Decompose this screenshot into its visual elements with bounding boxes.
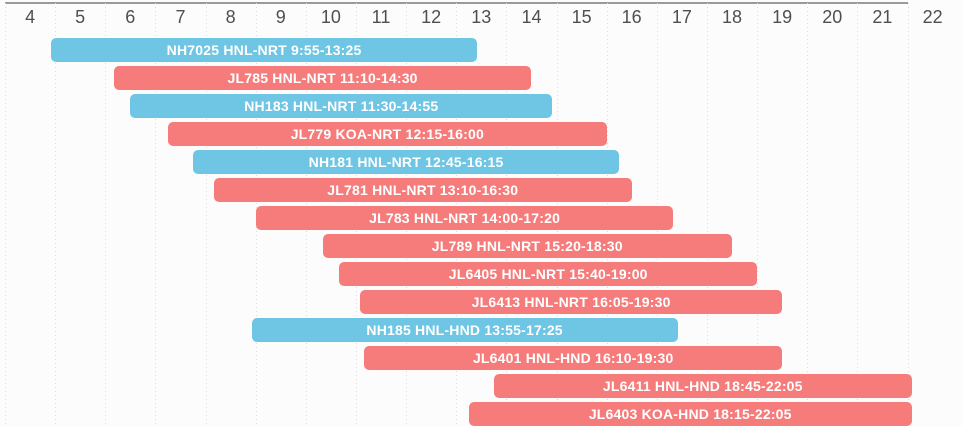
axis-tick-label: 4 bbox=[25, 7, 36, 27]
axis-tick-label: 11 bbox=[371, 7, 391, 27]
axis-tick-label: 15 bbox=[571, 7, 592, 27]
hour-gridline bbox=[857, 3, 859, 426]
axis-tick-label: 19 bbox=[772, 7, 793, 27]
hour-gridline bbox=[5, 3, 6, 426]
hour-gridline bbox=[55, 3, 57, 426]
flight-bar: NH181 HNL-NRT 12:45-16:15 bbox=[193, 150, 620, 174]
flight-bar: JL781 HNL-NRT 13:10-16:30 bbox=[213, 178, 632, 202]
flight-bar: JL6401 HNL-HND 16:10-19:30 bbox=[364, 346, 783, 370]
axis-tick-label: 18 bbox=[721, 7, 743, 27]
axis-tick-label: 10 bbox=[320, 7, 341, 27]
axis-tick-label: 8 bbox=[225, 7, 236, 27]
flight-bar: JL6411 HNL-HND 18:45-22:05 bbox=[493, 374, 912, 398]
axis-tick-label: 14 bbox=[521, 7, 542, 27]
axis-tick-label: 13 bbox=[471, 7, 492, 27]
flight-bar: JL785 HNL-NRT 11:10-14:30 bbox=[113, 66, 532, 90]
axis-tick-label: 5 bbox=[75, 7, 86, 27]
hour-gridline bbox=[155, 3, 157, 426]
hour-gridline bbox=[907, 3, 909, 426]
hour-gridline bbox=[105, 3, 107, 426]
axis-tick-label: 20 bbox=[822, 7, 843, 27]
hour-gridline bbox=[757, 3, 759, 426]
axis-tick-label: 16 bbox=[621, 7, 642, 27]
flight-bar: NH7025 HNL-NRT 9:55-13:25 bbox=[51, 38, 478, 62]
axis-top-border bbox=[5, 2, 908, 4]
flight-bar: JL789 HNL-NRT 15:20-18:30 bbox=[322, 234, 732, 258]
flight-bar: JL783 HNL-NRT 14:00-17:20 bbox=[255, 206, 674, 230]
flight-bar: JL6403 KOA-HND 18:15-22:05 bbox=[468, 402, 912, 426]
axis-tick-label: 6 bbox=[125, 7, 136, 27]
axis-tick-label: 22 bbox=[922, 7, 943, 27]
hour-gridline bbox=[706, 3, 708, 426]
axis-tick-label: 21 bbox=[872, 7, 893, 27]
axis-tick-label: 12 bbox=[421, 7, 442, 27]
flight-bar: NH185 HNL-HND 13:55-17:25 bbox=[251, 318, 678, 342]
flight-bar: JL6413 HNL-NRT 16:05-19:30 bbox=[360, 290, 783, 314]
hour-gridline bbox=[807, 3, 809, 426]
flight-bar: JL6405 HNL-NRT 15:40-19:00 bbox=[339, 262, 758, 286]
hour-gridline bbox=[205, 3, 207, 426]
axis-tick-label: 7 bbox=[175, 7, 186, 27]
axis-tick-label: 17 bbox=[671, 7, 692, 27]
flight-bar: JL779 KOA-NRT 12:15-16:00 bbox=[168, 122, 607, 146]
flight-bar: NH183 HNL-NRT 11:30-14:55 bbox=[130, 94, 553, 118]
axis-tick-label: 9 bbox=[275, 7, 286, 27]
